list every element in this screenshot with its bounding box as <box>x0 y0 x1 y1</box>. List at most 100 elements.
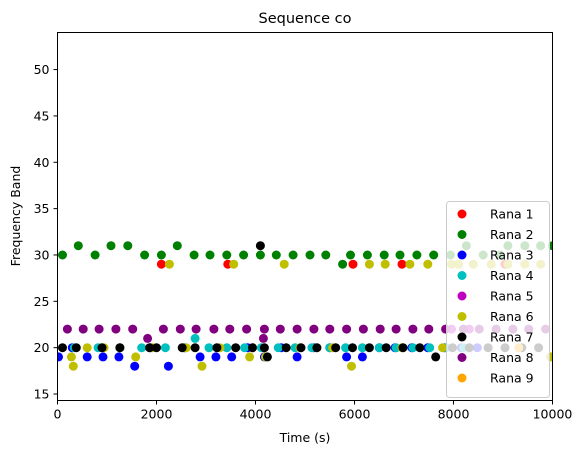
x-tick-label: 4000 <box>240 407 272 422</box>
data-point <box>342 324 352 334</box>
y-tick-label: 25 <box>34 294 50 309</box>
data-point <box>68 361 78 371</box>
data-point <box>331 343 341 353</box>
data-point <box>190 343 200 353</box>
legend-item: Rana 1 <box>457 207 534 222</box>
data-point <box>240 343 250 353</box>
data-point <box>212 343 222 353</box>
x-tick-label: 8000 <box>438 407 470 422</box>
legend-marker <box>457 230 467 239</box>
data-point <box>164 259 174 269</box>
data-point <box>106 241 116 251</box>
data-point <box>259 343 269 353</box>
legend-label: Rana 3 <box>490 248 534 263</box>
data-point <box>338 259 348 269</box>
y-tick-label: 45 <box>34 108 50 123</box>
data-point <box>375 324 385 334</box>
data-point <box>229 259 239 269</box>
data-point <box>66 352 76 362</box>
data-point <box>379 250 389 260</box>
data-point <box>348 343 357 353</box>
data-point <box>222 343 232 353</box>
data-point <box>239 250 249 260</box>
data-point <box>131 352 141 362</box>
data-point <box>71 343 81 353</box>
data-point <box>172 241 182 251</box>
legend-label: Rana 9 <box>490 371 534 386</box>
data-point <box>225 324 235 334</box>
data-point <box>381 343 391 353</box>
legend-marker <box>457 373 467 383</box>
data-point <box>160 343 170 353</box>
data-point <box>312 343 322 353</box>
legend-marker <box>457 209 467 219</box>
data-point <box>341 343 351 353</box>
data-point <box>190 333 200 343</box>
data-point <box>114 352 124 362</box>
data-point <box>259 324 269 334</box>
legend-item: Rana 9 <box>457 371 534 386</box>
data-point <box>94 324 104 334</box>
data-point <box>58 343 67 353</box>
legend-item: Rana 7 <box>457 330 534 345</box>
data-point <box>273 343 283 353</box>
y-axis-label: Frequency Band <box>8 166 23 267</box>
data-point <box>321 250 331 260</box>
legend-label: Rana 1 <box>490 207 534 222</box>
legend: Rana 1 Rana 2 Rana 3 Rana 4 Rana 5 Rana 6 Rana… <box>446 201 550 398</box>
legend-label: Rana 5 <box>490 289 534 304</box>
data-point <box>209 324 219 334</box>
data-point <box>73 241 83 251</box>
data-point <box>255 241 265 251</box>
data-point <box>82 352 92 362</box>
data-point <box>189 250 199 260</box>
data-point <box>140 250 150 260</box>
legend-label: Rana 6 <box>490 309 534 324</box>
y-tick-label: 20 <box>34 340 50 355</box>
data-point <box>204 343 214 353</box>
legend-marker <box>457 353 467 362</box>
data-point <box>197 361 207 371</box>
data-point <box>429 250 439 260</box>
legend-item: Rana 8 <box>457 350 534 365</box>
data-point <box>248 343 257 353</box>
data-point <box>425 343 435 353</box>
data-point <box>438 343 448 353</box>
y-tick-label: 15 <box>34 387 50 402</box>
data-point <box>255 250 265 260</box>
legend-marker <box>457 332 467 342</box>
x-tick-label: 2000 <box>141 407 173 422</box>
data-point <box>408 324 418 334</box>
data-point <box>231 343 241 353</box>
legend-marker <box>457 291 467 301</box>
data-point <box>62 324 72 334</box>
data-point <box>296 343 306 353</box>
data-point <box>305 250 315 260</box>
legend-marker <box>457 271 467 280</box>
data-point <box>205 250 215 260</box>
data-point <box>156 259 166 269</box>
legend-item: Rana 4 <box>457 268 534 283</box>
data-point <box>408 343 418 353</box>
data-point <box>177 343 187 353</box>
data-point <box>156 250 166 260</box>
plot-frame <box>57 32 553 401</box>
y-axis: 15 20 25 30 35 40 45 50 <box>34 62 58 402</box>
legend-label: Rana 8 <box>490 350 534 365</box>
data-point <box>222 250 232 260</box>
x-tick-label: 10000 <box>533 407 573 422</box>
legend-marker <box>457 250 467 260</box>
legend-item: Rana 6 <box>457 309 534 324</box>
legend-marker <box>457 312 467 321</box>
chart-title: Sequence co <box>259 11 352 27</box>
data-point <box>143 333 153 343</box>
data-point <box>158 324 168 334</box>
data-point <box>78 324 88 334</box>
data-point <box>362 250 372 260</box>
data-point <box>292 324 302 334</box>
data-point <box>342 352 352 362</box>
data-point <box>281 343 291 353</box>
data-point <box>364 343 374 353</box>
data-point <box>242 324 252 334</box>
data-point <box>380 259 390 269</box>
